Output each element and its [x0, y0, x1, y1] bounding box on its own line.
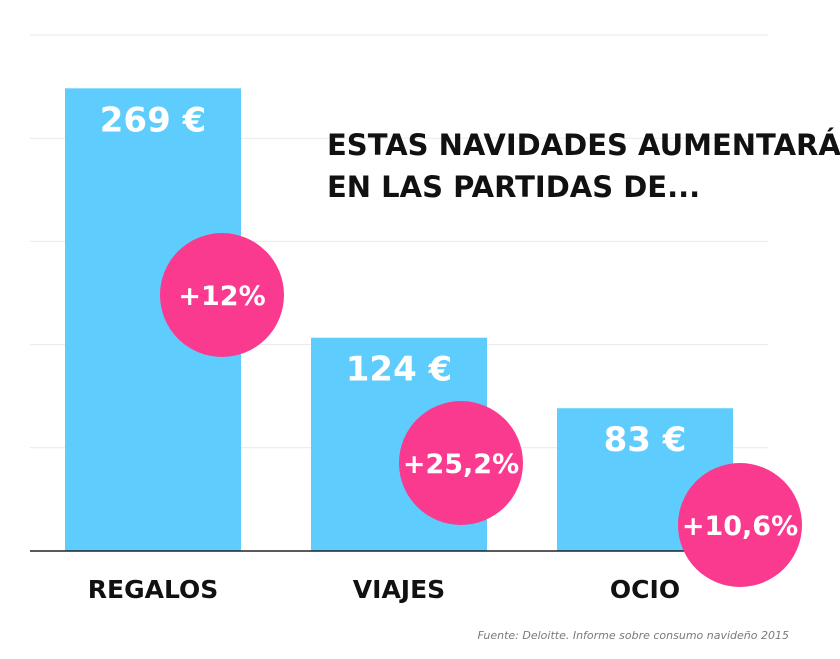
category-label-viajes: VIAJES	[353, 575, 445, 604]
change-badges: +12% +25,2% +10,6%	[160, 233, 802, 587]
change-badge-viajes	[399, 401, 523, 525]
source-note: Fuente: Deloitte. Informe sobre consumo …	[477, 629, 789, 642]
value-label-regalos: 269 €	[100, 100, 206, 140]
chart-title-line-2: EN LAS PARTIDAS DE...	[327, 170, 700, 204]
bar-labels: 269 € REGALOS 124 € VIAJES 83 € OCIO	[88, 100, 687, 604]
category-label-regalos: REGALOS	[88, 575, 219, 604]
change-badge-regalos	[160, 233, 284, 357]
value-label-viajes: 124 €	[346, 350, 452, 390]
category-label-ocio: OCIO	[610, 575, 680, 604]
change-badge-ocio	[678, 463, 802, 587]
change-label-viajes: +25,2%	[403, 449, 519, 480]
value-label-ocio: 83 €	[604, 420, 687, 460]
change-label-ocio: +10,6%	[682, 511, 798, 542]
change-label-regalos: +12%	[178, 281, 265, 312]
chart-title-line-1: ESTAS NAVIDADES AUMENTARÁ EL GASTO	[327, 128, 840, 162]
